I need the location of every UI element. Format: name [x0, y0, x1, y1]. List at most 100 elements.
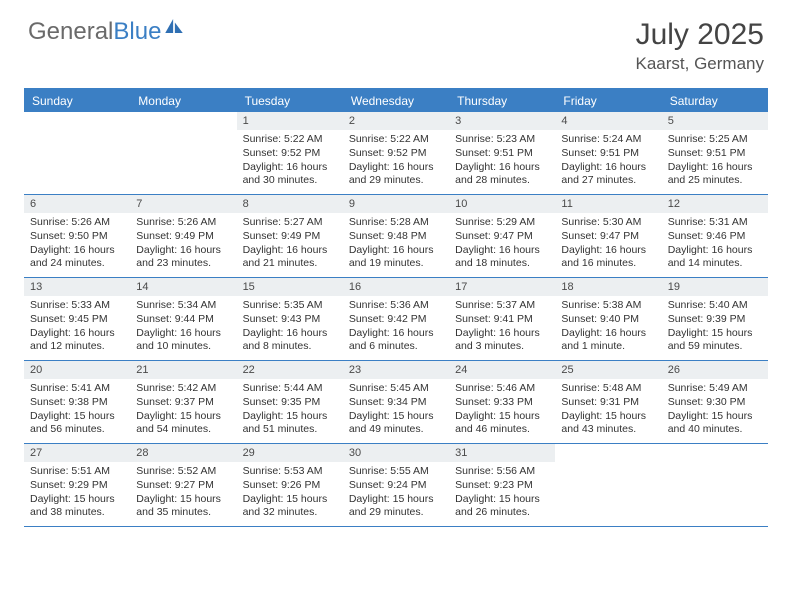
calendar-day: 28Sunrise: 5:52 AMSunset: 9:27 PMDayligh…: [130, 444, 236, 526]
day-number: 10: [449, 195, 555, 213]
daylight-line-2: and 14 minutes.: [668, 257, 762, 271]
sunrise-line: Sunrise: 5:27 AM: [243, 216, 337, 230]
daylight-line-1: Daylight: 16 hours: [668, 244, 762, 258]
day-details: Sunrise: 5:26 AMSunset: 9:49 PMDaylight:…: [130, 213, 236, 275]
daylight-line-2: and 28 minutes.: [455, 174, 549, 188]
sunrise-line: Sunrise: 5:38 AM: [561, 299, 655, 313]
calendar-day: 20Sunrise: 5:41 AMSunset: 9:38 PMDayligh…: [24, 361, 130, 443]
calendar-day: 21Sunrise: 5:42 AMSunset: 9:37 PMDayligh…: [130, 361, 236, 443]
sunrise-line: Sunrise: 5:22 AM: [349, 133, 443, 147]
sunset-line: Sunset: 9:39 PM: [668, 313, 762, 327]
day-details: Sunrise: 5:49 AMSunset: 9:30 PMDaylight:…: [662, 379, 768, 441]
sunrise-line: Sunrise: 5:22 AM: [243, 133, 337, 147]
day-details: Sunrise: 5:34 AMSunset: 9:44 PMDaylight:…: [130, 296, 236, 358]
sunrise-line: Sunrise: 5:46 AM: [455, 382, 549, 396]
sunset-line: Sunset: 9:33 PM: [455, 396, 549, 410]
day-number: 27: [24, 444, 130, 462]
calendar-day-empty: [130, 112, 236, 194]
daylight-line-1: Daylight: 15 hours: [136, 410, 230, 424]
daylight-line-2: and 6 minutes.: [349, 340, 443, 354]
day-details: Sunrise: 5:36 AMSunset: 9:42 PMDaylight:…: [343, 296, 449, 358]
calendar-day: 26Sunrise: 5:49 AMSunset: 9:30 PMDayligh…: [662, 361, 768, 443]
daylight-line-1: Daylight: 16 hours: [455, 327, 549, 341]
day-number: 7: [130, 195, 236, 213]
calendar-day: 12Sunrise: 5:31 AMSunset: 9:46 PMDayligh…: [662, 195, 768, 277]
sunset-line: Sunset: 9:51 PM: [668, 147, 762, 161]
day-details: Sunrise: 5:35 AMSunset: 9:43 PMDaylight:…: [237, 296, 343, 358]
calendar-day: 25Sunrise: 5:48 AMSunset: 9:31 PMDayligh…: [555, 361, 661, 443]
sunrise-line: Sunrise: 5:53 AM: [243, 465, 337, 479]
sunset-line: Sunset: 9:43 PM: [243, 313, 337, 327]
daylight-line-1: Daylight: 16 hours: [136, 327, 230, 341]
day-number: 25: [555, 361, 661, 379]
sunrise-line: Sunrise: 5:42 AM: [136, 382, 230, 396]
daylight-line-1: Daylight: 16 hours: [349, 244, 443, 258]
daylight-line-1: Daylight: 15 hours: [243, 493, 337, 507]
calendar-day: 30Sunrise: 5:55 AMSunset: 9:24 PMDayligh…: [343, 444, 449, 526]
daylight-line-1: Daylight: 16 hours: [243, 161, 337, 175]
daylight-line-2: and 38 minutes.: [30, 506, 124, 520]
sunset-line: Sunset: 9:47 PM: [455, 230, 549, 244]
daylight-line-2: and 46 minutes.: [455, 423, 549, 437]
daylight-line-1: Daylight: 15 hours: [455, 493, 549, 507]
sunrise-line: Sunrise: 5:56 AM: [455, 465, 549, 479]
sunset-line: Sunset: 9:50 PM: [30, 230, 124, 244]
day-details: Sunrise: 5:28 AMSunset: 9:48 PMDaylight:…: [343, 213, 449, 275]
daylight-line-2: and 29 minutes.: [349, 174, 443, 188]
sunset-line: Sunset: 9:31 PM: [561, 396, 655, 410]
calendar-day: 9Sunrise: 5:28 AMSunset: 9:48 PMDaylight…: [343, 195, 449, 277]
logo-text-blue: Blue: [113, 18, 161, 46]
daylight-line-1: Daylight: 15 hours: [668, 327, 762, 341]
day-number: 30: [343, 444, 449, 462]
sunset-line: Sunset: 9:34 PM: [349, 396, 443, 410]
sunrise-line: Sunrise: 5:55 AM: [349, 465, 443, 479]
calendar-day: 19Sunrise: 5:40 AMSunset: 9:39 PMDayligh…: [662, 278, 768, 360]
day-number: 5: [662, 112, 768, 130]
day-header: Tuesday: [237, 90, 343, 112]
sunset-line: Sunset: 9:29 PM: [30, 479, 124, 493]
daylight-line-2: and 54 minutes.: [136, 423, 230, 437]
sunset-line: Sunset: 9:41 PM: [455, 313, 549, 327]
day-number: 23: [343, 361, 449, 379]
daylight-line-1: Daylight: 16 hours: [668, 161, 762, 175]
day-details: Sunrise: 5:56 AMSunset: 9:23 PMDaylight:…: [449, 462, 555, 524]
day-details: Sunrise: 5:26 AMSunset: 9:50 PMDaylight:…: [24, 213, 130, 275]
daylight-line-2: and 29 minutes.: [349, 506, 443, 520]
daylight-line-2: and 56 minutes.: [30, 423, 124, 437]
daylight-line-1: Daylight: 16 hours: [561, 244, 655, 258]
day-number: 18: [555, 278, 661, 296]
day-details: Sunrise: 5:30 AMSunset: 9:47 PMDaylight:…: [555, 213, 661, 275]
day-number: 29: [237, 444, 343, 462]
day-number: 12: [662, 195, 768, 213]
sunrise-line: Sunrise: 5:52 AM: [136, 465, 230, 479]
sunrise-line: Sunrise: 5:40 AM: [668, 299, 762, 313]
calendar-day: 14Sunrise: 5:34 AMSunset: 9:44 PMDayligh…: [130, 278, 236, 360]
day-header-row: SundayMondayTuesdayWednesdayThursdayFrid…: [24, 90, 768, 112]
calendar-day: 31Sunrise: 5:56 AMSunset: 9:23 PMDayligh…: [449, 444, 555, 526]
calendar-day: 11Sunrise: 5:30 AMSunset: 9:47 PMDayligh…: [555, 195, 661, 277]
calendar-week: 6Sunrise: 5:26 AMSunset: 9:50 PMDaylight…: [24, 195, 768, 278]
calendar-week: 27Sunrise: 5:51 AMSunset: 9:29 PMDayligh…: [24, 444, 768, 527]
sunrise-line: Sunrise: 5:35 AM: [243, 299, 337, 313]
calendar-day: 5Sunrise: 5:25 AMSunset: 9:51 PMDaylight…: [662, 112, 768, 194]
daylight-line-2: and 21 minutes.: [243, 257, 337, 271]
day-header: Friday: [555, 90, 661, 112]
day-number: 16: [343, 278, 449, 296]
day-number: 22: [237, 361, 343, 379]
sunrise-line: Sunrise: 5:41 AM: [30, 382, 124, 396]
day-number: 14: [130, 278, 236, 296]
sunset-line: Sunset: 9:46 PM: [668, 230, 762, 244]
location: Kaarst, Germany: [636, 54, 765, 74]
daylight-line-1: Daylight: 15 hours: [668, 410, 762, 424]
sunset-line: Sunset: 9:40 PM: [561, 313, 655, 327]
daylight-line-1: Daylight: 15 hours: [243, 410, 337, 424]
calendar-day: 1Sunrise: 5:22 AMSunset: 9:52 PMDaylight…: [237, 112, 343, 194]
day-number: 15: [237, 278, 343, 296]
day-number: 20: [24, 361, 130, 379]
calendar-day: 16Sunrise: 5:36 AMSunset: 9:42 PMDayligh…: [343, 278, 449, 360]
sunset-line: Sunset: 9:35 PM: [243, 396, 337, 410]
day-details: Sunrise: 5:42 AMSunset: 9:37 PMDaylight:…: [130, 379, 236, 441]
day-details: Sunrise: 5:44 AMSunset: 9:35 PMDaylight:…: [237, 379, 343, 441]
daylight-line-1: Daylight: 16 hours: [243, 327, 337, 341]
day-header: Sunday: [24, 90, 130, 112]
